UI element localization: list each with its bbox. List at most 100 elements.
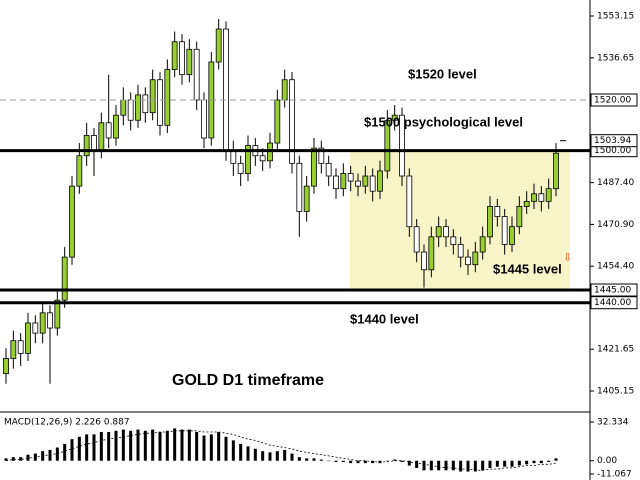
price-box-label: 1445.00 <box>594 286 631 296</box>
candle-body <box>127 99 134 121</box>
macd-bar <box>415 460 419 468</box>
macd-title: MACD(12,26,9) 2.226 0.887 <box>4 418 130 428</box>
candle-body <box>164 69 171 126</box>
macd-bar <box>385 460 389 462</box>
candle-body <box>186 48 193 76</box>
candle-body <box>17 340 24 354</box>
macd-bar <box>532 460 536 464</box>
candle-body <box>25 322 31 354</box>
candle-body <box>333 175 339 190</box>
candle-body <box>61 256 68 301</box>
candle-body <box>274 99 281 144</box>
macd-bar <box>444 460 448 471</box>
candle-body <box>538 193 545 202</box>
macd-bar <box>55 447 59 461</box>
macd-bar <box>554 458 558 461</box>
macd-bar <box>297 457 301 461</box>
macd-bar <box>11 457 15 461</box>
price-box-label: 1440.00 <box>594 298 631 308</box>
macd-bar <box>363 460 367 464</box>
candle-body <box>171 41 178 70</box>
y-tick-label: 0.00 <box>597 456 617 466</box>
macd-bar <box>525 460 529 465</box>
candle-body <box>531 193 537 202</box>
macd-bar <box>393 459 397 461</box>
price-box-label: 1503.94 <box>594 136 631 146</box>
macd-bar <box>107 431 111 461</box>
signal-line <box>5 430 557 471</box>
candle-body <box>193 48 200 101</box>
candle-body <box>391 114 398 121</box>
macd-bar <box>312 458 316 461</box>
candle-body <box>230 150 237 164</box>
candle-body <box>406 175 413 228</box>
macd-bar <box>290 453 294 461</box>
candle-body <box>47 312 53 329</box>
macd-bar <box>209 434 213 461</box>
macd-bar <box>547 460 551 462</box>
y-tick-label: 1487.40 <box>597 178 634 188</box>
macd-bar <box>517 460 521 466</box>
candle-body <box>201 99 207 139</box>
candle-body <box>443 226 449 238</box>
candle-body <box>355 180 361 187</box>
candle-body <box>157 79 163 126</box>
y-tick-label: 1421.65 <box>597 345 634 355</box>
price-box <box>590 93 638 107</box>
macd-bar <box>275 451 279 461</box>
macd-bar <box>121 429 125 461</box>
candle-body <box>69 185 75 258</box>
candle-body <box>215 28 222 63</box>
macd-bar <box>466 460 470 472</box>
macd-bar <box>334 460 338 462</box>
chart-title: GOLD D1 timeframe <box>172 372 324 389</box>
macd-bar <box>305 458 309 461</box>
candle-body <box>509 226 515 245</box>
macd-bar <box>400 460 404 462</box>
macd-bar <box>143 430 147 461</box>
macd-bar <box>63 443 67 461</box>
macd-bar <box>4 458 8 461</box>
macd-bar <box>158 431 162 461</box>
zone <box>350 150 570 291</box>
price-box-label: 1520.00 <box>594 95 631 105</box>
candle-body <box>289 79 295 164</box>
candle-body <box>501 216 508 245</box>
candle-body <box>245 145 251 174</box>
candle-body <box>384 119 391 172</box>
candle-body <box>296 162 303 212</box>
macd-bar <box>349 460 353 464</box>
candle-body <box>421 251 427 271</box>
candle-body <box>340 173 347 190</box>
macd-bar <box>437 460 441 471</box>
y-tick-label: 1454.40 <box>597 262 634 272</box>
macd-bar <box>173 428 177 461</box>
candle-body <box>76 155 83 187</box>
candle-body <box>347 173 354 182</box>
candle-body <box>428 236 435 271</box>
candle-body <box>435 226 442 238</box>
candle-body <box>465 256 471 266</box>
candle-body <box>523 200 530 207</box>
macd-bar <box>165 430 169 461</box>
macd-bar <box>92 434 96 461</box>
annotation: $1520 level <box>408 66 477 81</box>
macd-bar <box>473 460 477 472</box>
candle-body <box>120 99 127 116</box>
macd-bar <box>180 429 184 461</box>
candle-body <box>54 299 61 329</box>
candle-body <box>362 175 369 187</box>
candle-body <box>369 175 376 192</box>
annotation: $1500 psychological level <box>364 114 523 129</box>
candle-body <box>105 122 112 139</box>
macd-bar <box>26 454 30 461</box>
macd-bar <box>451 460 455 471</box>
candle-body <box>303 185 310 212</box>
candle-body <box>223 28 229 152</box>
candle-body <box>259 155 266 162</box>
macd-bar <box>48 449 52 461</box>
candle-body <box>457 244 464 258</box>
macd-bar <box>319 459 323 461</box>
candle-body <box>494 206 501 217</box>
